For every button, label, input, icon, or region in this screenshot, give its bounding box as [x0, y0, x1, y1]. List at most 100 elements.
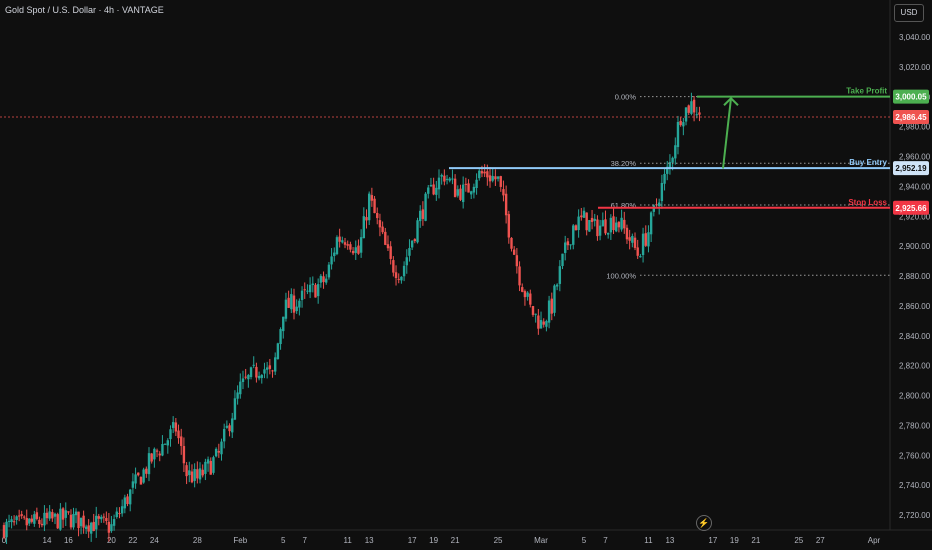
candle-body [105, 518, 108, 521]
x-tick-label: 21 [751, 536, 760, 545]
candle-body [480, 171, 484, 174]
candle-body [588, 220, 591, 232]
candle-body [660, 182, 664, 202]
candle-body [268, 365, 272, 369]
candle-body [564, 242, 567, 253]
candle-body [684, 107, 688, 122]
candle-body [427, 187, 430, 194]
candle-body [107, 521, 111, 533]
candle-body [451, 178, 454, 180]
candle-body [523, 291, 527, 298]
candle-body [10, 519, 13, 523]
candle-body [682, 122, 685, 127]
candle-body [585, 212, 588, 231]
candle-body [23, 516, 26, 518]
candle-body [547, 300, 551, 323]
candles [2, 92, 701, 544]
level-tag-stop-loss [893, 200, 929, 215]
candle-body [290, 294, 293, 310]
candle-body [574, 225, 578, 231]
candle-body [392, 260, 395, 273]
x-tick-label: Mar [534, 536, 548, 545]
candle-body [615, 222, 618, 232]
current-price-tag-text: 2,986.45 [895, 113, 927, 122]
y-tick-label: 2,780.00 [899, 421, 931, 430]
candle-body [271, 370, 274, 372]
candle-body [349, 244, 352, 250]
candle-body [470, 191, 473, 195]
candle-body [38, 519, 41, 525]
y-tick-label: 2,880.00 [899, 272, 931, 281]
x-tick-label: 28 [193, 536, 202, 545]
x-tick-label: 11 [644, 536, 653, 545]
candle-body [367, 193, 371, 221]
candle-body [110, 524, 113, 532]
candle-body [598, 225, 602, 236]
candle-body [601, 220, 604, 227]
candle-body [397, 278, 400, 280]
candle-body [5, 521, 8, 538]
candle-body [577, 216, 580, 231]
y-tick-label: 2,960.00 [899, 153, 931, 162]
candle-body [531, 306, 535, 315]
candle-body [303, 289, 306, 291]
candle-body [100, 516, 103, 520]
candle-body [413, 239, 417, 242]
candle-body [453, 178, 457, 198]
candle-body [475, 179, 478, 189]
candle-body [77, 511, 80, 529]
candle-body [155, 450, 159, 452]
candle-body [354, 247, 357, 253]
candle-body [126, 496, 129, 505]
candle-body [628, 237, 631, 241]
candle-body [499, 176, 502, 187]
candle-body [582, 210, 586, 218]
lightning-bolt-icon[interactable]: ⚡ [696, 515, 712, 531]
candle-body [359, 237, 363, 253]
candle-body [679, 120, 682, 126]
candle-body [456, 189, 459, 196]
candle-body [298, 300, 301, 308]
candle-body [478, 170, 481, 179]
candle-body [59, 508, 62, 530]
candle-body [142, 469, 145, 483]
x-tick-label: 13 [665, 536, 674, 545]
candle-body [408, 248, 411, 256]
candle-body [633, 237, 637, 248]
candle-body [580, 215, 583, 218]
candle-body [421, 209, 425, 219]
candle-body [341, 240, 344, 243]
candle-body [198, 468, 202, 480]
candle-body [163, 443, 167, 445]
candle-body [491, 175, 494, 181]
candle-body [53, 513, 57, 517]
candle-body [558, 266, 562, 284]
candle-body [43, 512, 46, 526]
candle-body [604, 219, 607, 234]
candle-body [79, 517, 83, 527]
current-price-tag [893, 109, 929, 124]
candle-body [561, 253, 564, 267]
candle-body [641, 233, 645, 256]
candle-body [25, 518, 28, 526]
candle-body [384, 231, 387, 245]
candle-body [249, 367, 253, 378]
x-tick-label: 0 [2, 536, 7, 545]
level-tag-buy-entry [893, 161, 929, 176]
candle-body [692, 99, 696, 113]
candle-body [515, 255, 519, 267]
candle-body [542, 321, 545, 325]
candle-body [327, 264, 331, 278]
y-tick-label: 2,860.00 [899, 302, 931, 311]
candle-body [510, 237, 513, 249]
candle-body [263, 369, 266, 374]
candle-body [2, 525, 6, 538]
candle-body [445, 178, 449, 180]
candle-body [33, 514, 36, 524]
currency-button[interactable]: USD [894, 4, 924, 22]
candle-body [346, 244, 349, 246]
candle-body [129, 489, 132, 505]
y-tick-label: 3,020.00 [899, 63, 931, 72]
candle-body [448, 178, 451, 181]
